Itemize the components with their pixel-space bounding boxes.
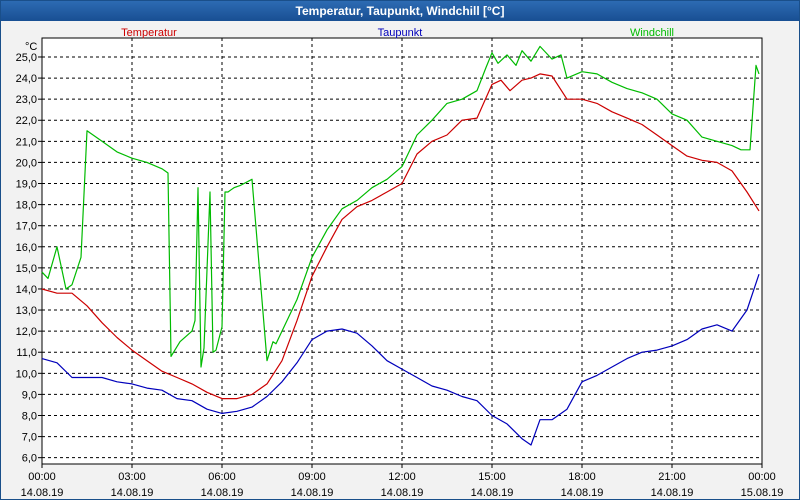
x-tick-date: 14.08.19 [471, 487, 514, 499]
y-tick-label: 8,0 [22, 410, 37, 422]
x-tick-date: 14.08.19 [381, 487, 424, 499]
y-axis-label: °C [25, 41, 37, 53]
x-tick-time: 12:00 [388, 471, 416, 483]
x-tick-date: 15.08.19 [741, 487, 784, 499]
x-tick-date: 14.08.19 [111, 487, 154, 499]
y-tick-label: 7,0 [22, 432, 37, 444]
y-tick-label: 14,0 [16, 284, 37, 296]
series-line-windchill [41, 45, 760, 368]
x-tick-date: 14.08.19 [651, 487, 694, 499]
y-tick-label: 22,0 [16, 115, 37, 127]
x-tick-time: 15:00 [478, 471, 506, 483]
x-tick-time: 03:00 [118, 471, 146, 483]
y-tick-label: 18,0 [16, 200, 37, 212]
y-tick-label: 12,0 [16, 326, 37, 338]
x-tick-time: 06:00 [208, 471, 236, 483]
y-tick-label: 17,0 [16, 221, 37, 233]
x-tick-date: 14.08.19 [201, 487, 244, 499]
x-tick-time: 00:00 [748, 471, 776, 483]
y-tick-label: 20,0 [16, 157, 37, 169]
y-tick-label: 13,0 [16, 305, 37, 317]
y-tick-label: 23,0 [16, 94, 37, 106]
legend-temperatur: Temperatur [121, 27, 177, 39]
y-tick-label: 6,0 [22, 453, 37, 465]
x-tick-date: 14.08.19 [21, 487, 64, 499]
y-tick-label: 9,0 [22, 389, 37, 401]
x-tick-date: 14.08.19 [561, 487, 604, 499]
y-tick-label: 19,0 [16, 179, 37, 191]
legend-taupunkt: Taupunkt [378, 27, 423, 39]
y-tick-label: 15,0 [16, 263, 37, 275]
x-tick-time: 09:00 [298, 471, 326, 483]
window-title: Temperatur, Taupunkt, Windchill [°C] [1, 1, 799, 21]
y-tick-label: 24,0 [16, 73, 37, 85]
x-tick-time: 00:00 [28, 471, 56, 483]
series-line-temperatur [41, 73, 760, 400]
y-tick-label: 16,0 [16, 242, 37, 254]
y-tick-label: 25,0 [16, 52, 37, 64]
y-tick-label: 11,0 [16, 347, 37, 359]
x-tick-time: 18:00 [568, 471, 596, 483]
y-tick-label: 21,0 [16, 136, 37, 148]
series-line-taupunkt [41, 274, 760, 446]
legend-windchill: Windchill [630, 27, 674, 39]
x-tick-time: 21:00 [658, 471, 686, 483]
y-tick-label: 10,0 [16, 368, 37, 380]
x-tick-date: 14.08.19 [291, 487, 334, 499]
